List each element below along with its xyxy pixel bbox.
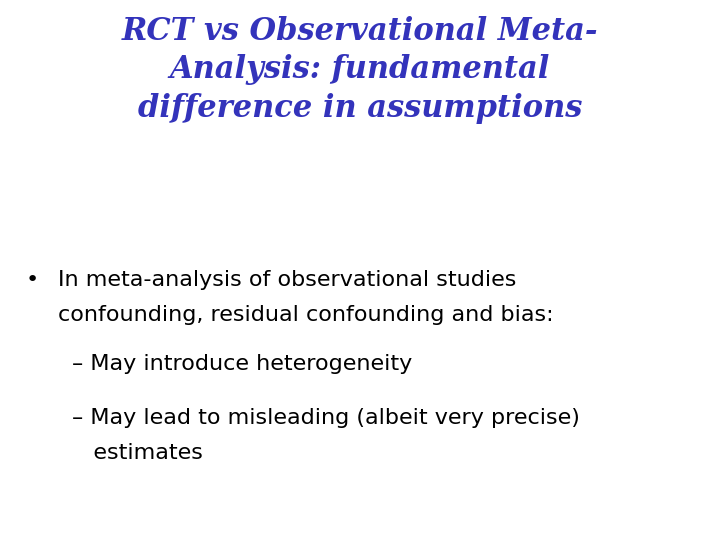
Text: •: • [25, 270, 38, 290]
Text: RCT vs Observational Meta-
Analysis: fundamental
difference in assumptions: RCT vs Observational Meta- Analysis: fun… [122, 16, 598, 124]
Text: – May introduce heterogeneity: – May introduce heterogeneity [72, 354, 413, 374]
Text: In meta-analysis of observational studies: In meta-analysis of observational studie… [58, 270, 516, 290]
Text: confounding, residual confounding and bias:: confounding, residual confounding and bi… [58, 305, 553, 325]
Text: estimates: estimates [72, 443, 203, 463]
Text: – May lead to misleading (albeit very precise): – May lead to misleading (albeit very pr… [72, 408, 580, 428]
